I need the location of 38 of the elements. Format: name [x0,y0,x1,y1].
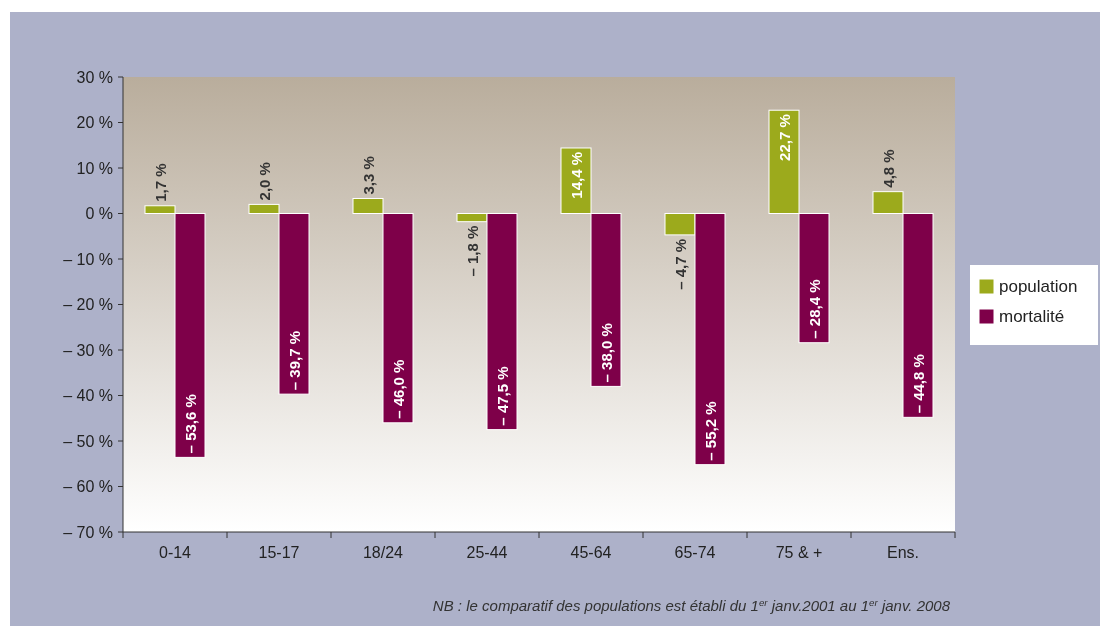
data-label: – 47,5 % [494,366,511,426]
x-tick-label: 45-64 [570,544,612,561]
data-label: – 28,4 % [806,279,823,339]
legend-label: population [999,277,1078,297]
y-tick-label: – 40 % [63,387,113,405]
y-tick-label: 0 % [85,205,113,223]
data-label: 22,7 % [776,114,793,161]
data-label: – 1,8 % [464,225,481,277]
legend-label: mortalité [999,307,1065,327]
x-tick-label: 0-14 [158,544,192,561]
data-label: – 38,0 % [598,323,615,383]
y-tick-label: 20 % [76,114,113,132]
y-tick-label: – 50 % [63,432,113,450]
data-label: 4,8 % [880,149,897,188]
x-tick-label: 75 & + [775,544,823,561]
y-tick-label: 30 % [76,68,113,86]
y-tick-label: – 60 % [63,478,113,496]
data-label: 14,4 % [568,151,585,199]
text: NB : le comparatif des populations est établi du 1$^{er}$ janv.2001 au 1$^{er}$ janv. 2008 [432,596,951,614]
x-tick-label: 18/24 [362,544,404,561]
data-label: – 44,8 % [910,354,927,414]
data-label: 2,0 % [256,162,273,201]
x-tick-label: Ens. [886,544,920,561]
y-tick-label: – 10 % [63,250,113,268]
y-tick-label: – 70 % [63,523,113,541]
y-tick-label: – 30 % [63,341,113,359]
y-tick-label: – 20 % [63,296,113,314]
data-label: – 53,6 % [182,394,199,454]
data-label: 1,7 % [152,163,169,202]
data-label: – 55,2 % [702,401,719,461]
y-tick-label: 10 % [76,159,113,177]
x-tick-label: 25-44 [466,544,508,561]
x-tick-label: 15-17 [258,544,300,561]
data-label: 3,3 % [360,156,377,195]
data-label: – 4,7 % [672,238,689,290]
data-label: – 46,0 % [390,359,407,419]
data-label: – 39,7 % [286,330,303,391]
x-tick-label: 65-74 [674,544,716,561]
